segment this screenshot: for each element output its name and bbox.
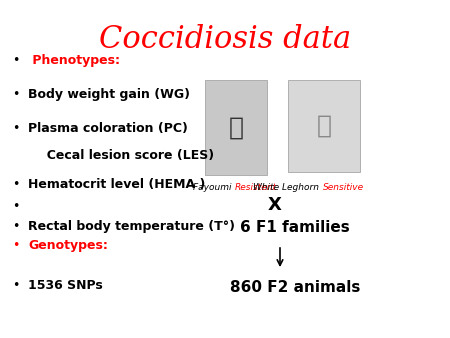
Text: Fayoumi: Fayoumi	[193, 184, 234, 193]
Bar	[288, 80, 360, 172]
Text: White Leghorn: White Leghorn	[253, 184, 322, 193]
Text: 6 F1 families: 6 F1 families	[240, 220, 350, 236]
Text: 🐓: 🐓	[229, 116, 243, 140]
Text: •: •	[12, 220, 19, 233]
Text: Rectal body temperature (T°): Rectal body temperature (T°)	[28, 220, 235, 233]
Text: •: •	[12, 54, 19, 67]
Text: Resistent: Resistent	[235, 184, 277, 193]
Text: •: •	[12, 200, 19, 213]
Bar	[205, 80, 267, 175]
Text: •: •	[12, 88, 19, 101]
Text: 🐔: 🐔	[316, 114, 332, 138]
Text: 1536 SNPs: 1536 SNPs	[28, 279, 103, 292]
Text: Phenotypes:: Phenotypes:	[28, 54, 120, 67]
Text: Body weight gain (WG): Body weight gain (WG)	[28, 88, 190, 101]
Text: Sensitive: Sensitive	[323, 184, 364, 193]
Text: 860 F2 animals: 860 F2 animals	[230, 281, 360, 295]
Text: •: •	[12, 122, 19, 135]
Text: Plasma coloration (PC): Plasma coloration (PC)	[28, 122, 188, 135]
Text: X: X	[268, 196, 282, 214]
Text: •: •	[12, 239, 19, 251]
Text: Cecal lesion score (LES): Cecal lesion score (LES)	[38, 149, 214, 162]
Text: Genotypes:: Genotypes:	[28, 239, 108, 251]
Text: Coccidiosis data: Coccidiosis data	[99, 24, 351, 55]
Text: Hematocrit level (HEMA ): Hematocrit level (HEMA )	[28, 178, 205, 191]
Text: •: •	[12, 279, 19, 292]
Text: •: •	[12, 178, 19, 191]
